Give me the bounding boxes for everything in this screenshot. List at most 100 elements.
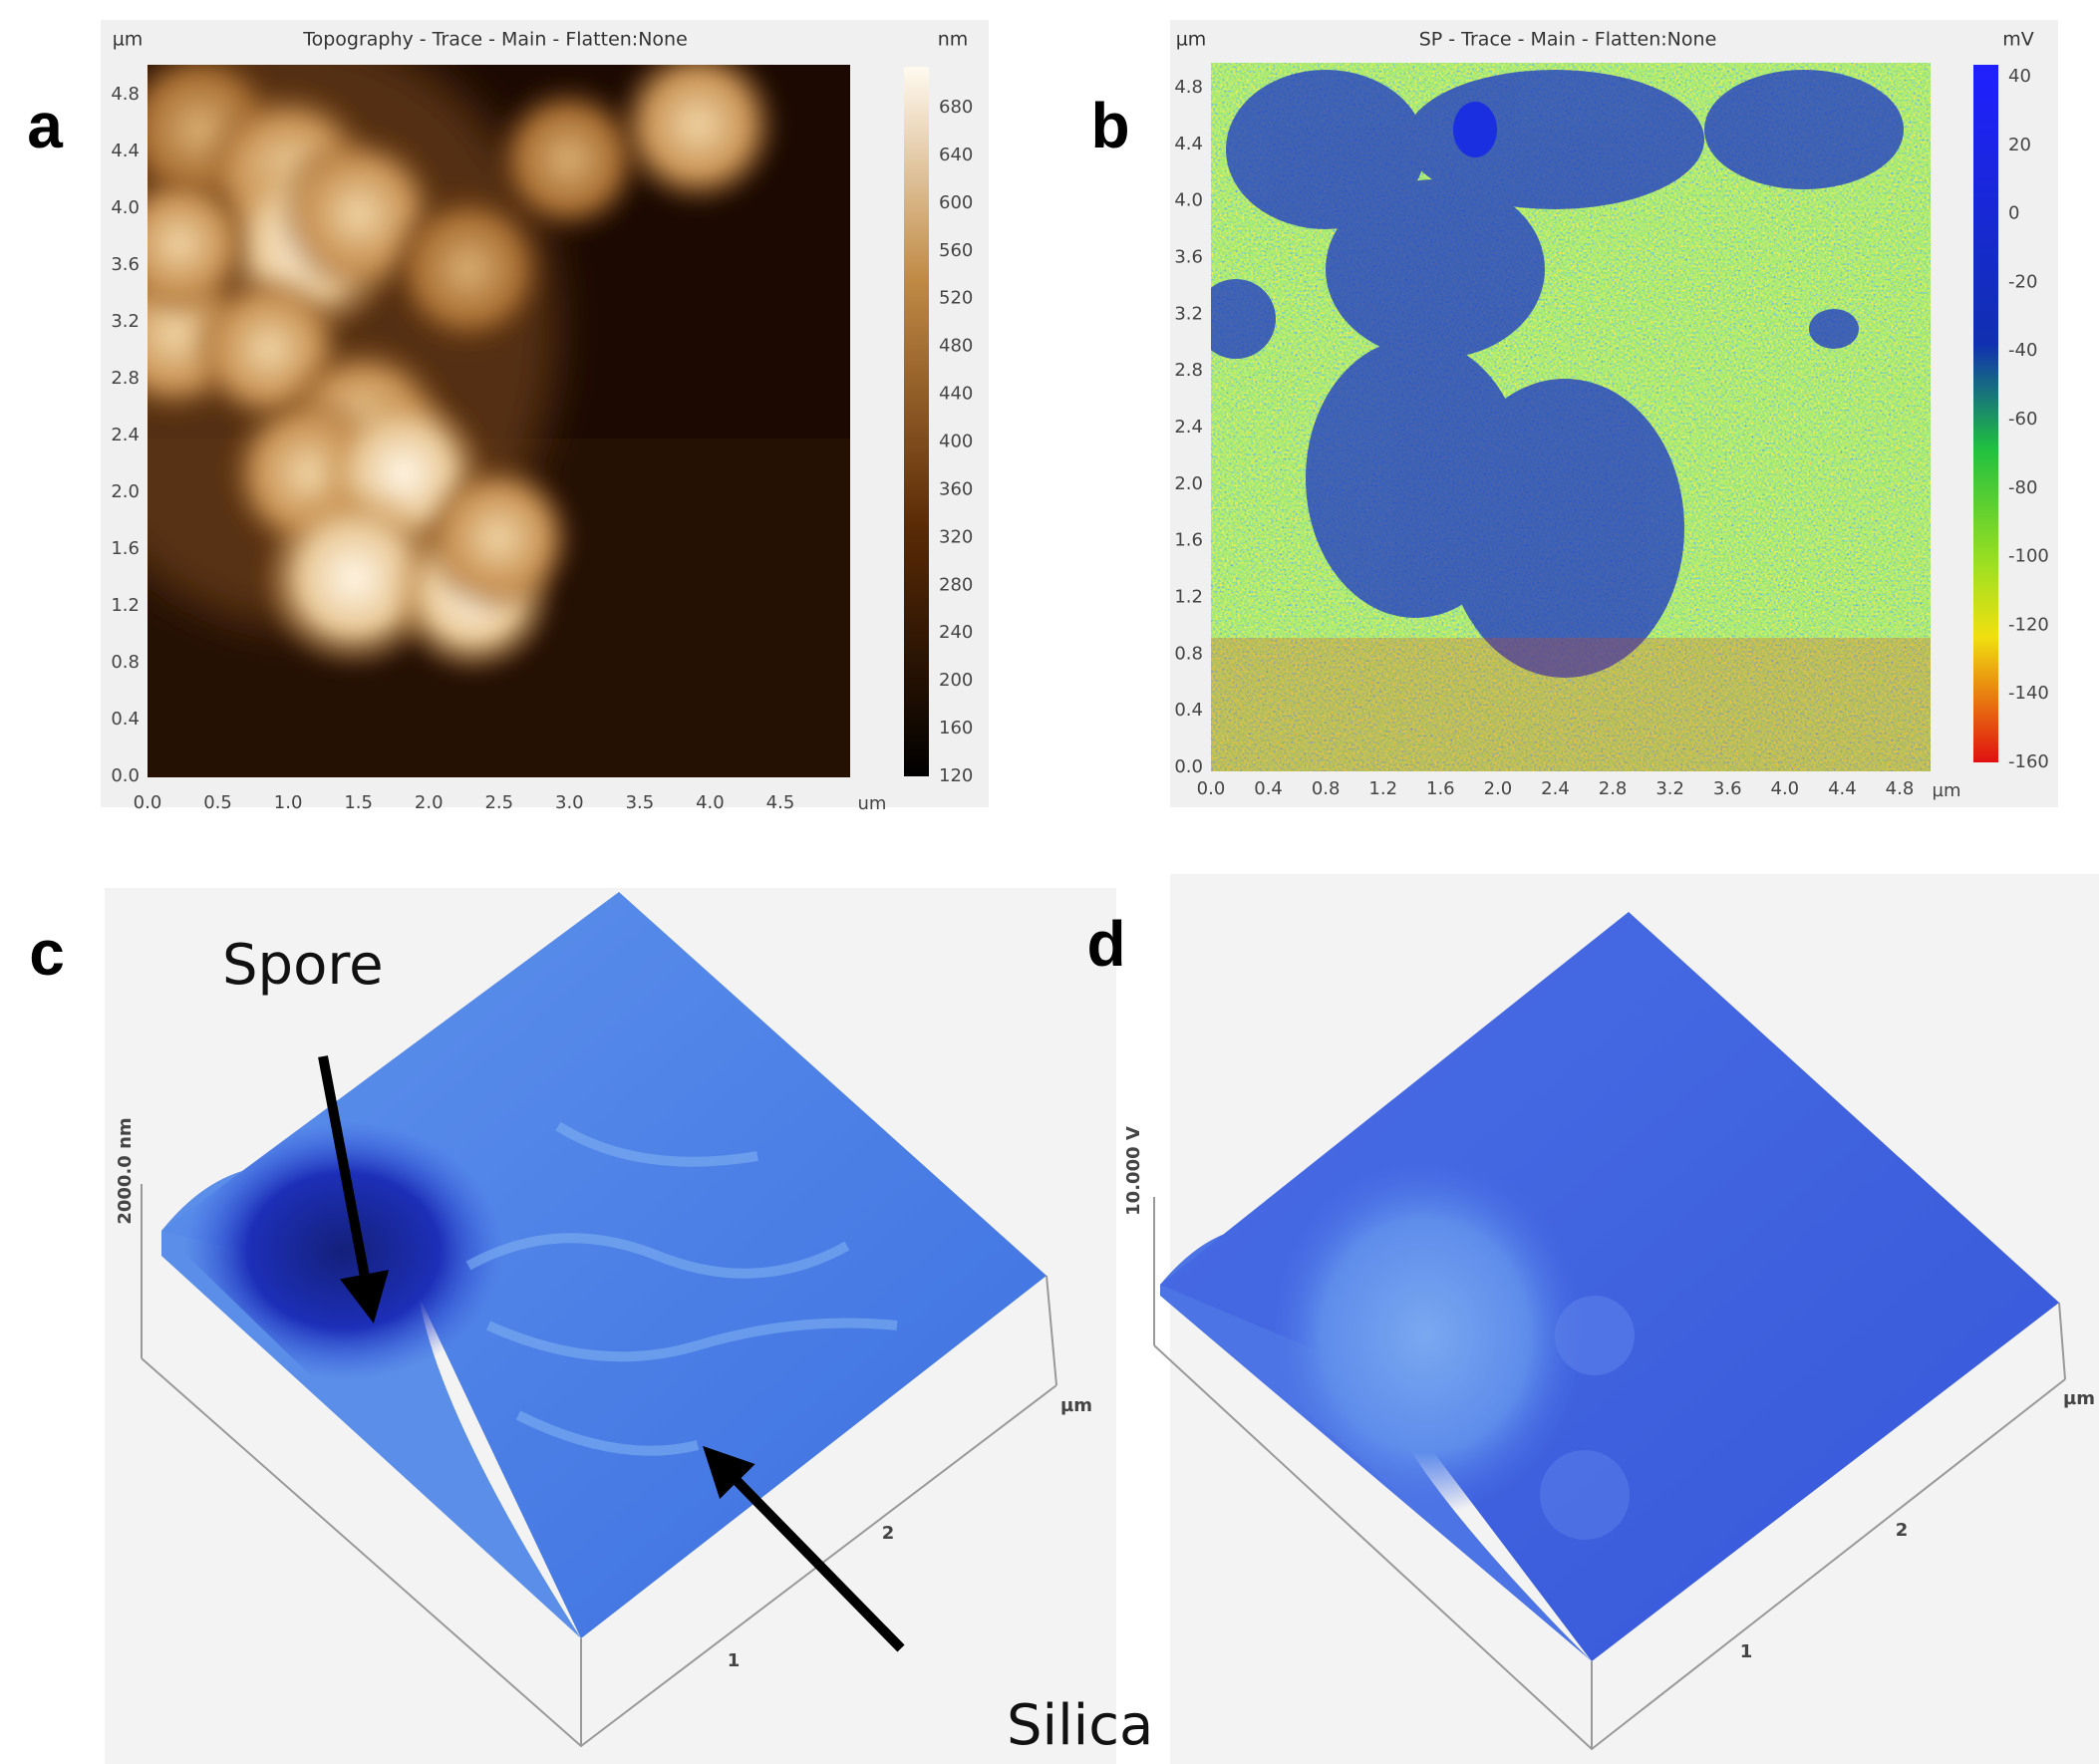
y-tick-label: 3.6 [111,254,140,275]
colorbar-unit: nm [938,29,969,51]
colorbar-tick-label: 160 [939,718,973,738]
y-tick-label: 2.4 [1174,417,1203,438]
y-tick-label: 1.6 [1174,530,1203,551]
x-tick-label: 0.0 [1197,778,1226,799]
x-tick-label: 1.6 [1426,778,1455,799]
y-tick-label: 4.4 [1174,134,1203,154]
colorbar-unit: mV [2002,29,2034,51]
panel-d [1153,874,2099,1764]
axes-3d [1153,1197,2066,1751]
x-unit: µm [1933,780,1961,801]
x-tick-label: 0.4 [1254,778,1283,799]
x-tick-label: 4.4 [1828,778,1857,799]
y-tick-label: 2.8 [111,368,140,389]
colorbar-tick-label: 600 [939,192,973,213]
x-tick-label: 0.5 [203,792,232,813]
y-tick-label: 4.4 [111,141,140,161]
surface [161,892,1047,1638]
x-tick-label: 3.5 [626,792,655,813]
y-tick-label: 3.2 [1174,303,1203,324]
x-tick-label: 3.2 [1655,778,1684,799]
y-tick-label: 0.0 [1174,756,1203,777]
y-tick-label: 2.8 [1174,360,1203,381]
colorbar [904,67,929,776]
z-axis-label: 2000.0 nm [115,1117,136,1224]
colorbar [1973,65,1998,762]
annotation: Spore [222,933,384,998]
x-tick-label: 4.0 [696,792,725,813]
x-tick-label: 0.0 [134,792,162,813]
panel-a [101,20,989,807]
topography-image [148,65,850,777]
panel-b [1170,20,2058,807]
x-tick-label: 3.6 [1713,778,1742,799]
axis-tick-label: 2 [1896,1520,1909,1541]
y-tick-label: 1.2 [1174,587,1203,608]
x-tick-label: 2.0 [415,792,444,813]
colorbar-tick-label: -80 [2008,477,2037,498]
colorbar-tick-label: 200 [939,670,973,691]
y-tick-label: 4.0 [111,197,140,218]
image-title: Topography - Trace - Main - Flatten:None [302,29,688,51]
arrow [703,1445,905,1652]
y-tick-label: 2.4 [111,425,140,445]
x-tick-label: 1.5 [344,792,373,813]
x-tick-label: 2.4 [1541,778,1570,799]
colorbar-tick-label: 560 [939,240,973,261]
y-tick-label: 4.0 [1174,190,1203,211]
colorbar-tick-label: -120 [2008,614,2049,635]
colorbar-tick-label: 20 [2008,135,2031,155]
x-tick-label: 2.0 [1484,778,1513,799]
y-tick-label: 4.8 [1174,77,1203,98]
colorbar-tick-label: 440 [939,384,973,405]
colorbar-tick-label: 640 [939,145,973,165]
colorbar-tick-label: 120 [939,765,973,786]
surface [1160,912,2059,1661]
axis-tick-label: 1 [728,1650,741,1671]
x-tick-label: 4.5 [766,792,795,813]
colorbar-tick-label: 320 [939,526,973,547]
colorbar-tick-label: -60 [2008,409,2037,430]
x-tick-label: 3.0 [555,792,584,813]
x-tick-label: 1.2 [1368,778,1397,799]
colorbar-tick-label: 0 [2008,203,2019,224]
colorbar-tick-label: 400 [939,432,973,452]
axis-tick-label: 1 [1740,1641,1753,1662]
panel-c [105,888,1116,1764]
colorbar-tick-label: 280 [939,574,973,595]
z-axis-label: 10.000 V [1123,1126,1144,1216]
y-tick-label: 0.4 [1174,700,1203,721]
colorbar-tick-label: 520 [939,288,973,309]
panel-label: c [29,917,65,989]
annotation: Silica [1007,1693,1153,1758]
x-tick-label: 4.8 [1886,778,1915,799]
x-tick-label: 0.8 [1312,778,1341,799]
axis-unit: µm [2063,1388,2095,1409]
y-tick-label: 0.8 [1174,643,1203,664]
axes-3d [141,1184,1057,1748]
colorbar-tick-label: -140 [2008,683,2049,704]
y-unit: µm [113,29,144,51]
colorbar-tick-label: -40 [2008,340,2037,361]
x-unit: um [858,793,887,814]
potential-image [1211,63,1931,771]
colorbar-tick-label: -100 [2008,546,2049,567]
image-title: SP - Trace - Main - Flatten:None [1419,29,1717,51]
x-tick-label: 4.0 [1771,778,1800,799]
y-tick-label: 1.6 [111,538,140,559]
panel-label: b [1090,90,1129,161]
colorbar-tick-label: -160 [2008,751,2049,772]
axis-unit: µm [1060,1395,1092,1416]
y-tick-label: 3.6 [1174,247,1203,268]
colorbar-tick-label: 40 [2008,66,2031,87]
panel-label: a [27,90,63,161]
axis-tick-label: 2 [882,1523,895,1544]
y-tick-label: 2.0 [111,481,140,502]
y-tick-label: 3.2 [111,311,140,332]
x-tick-label: 2.5 [484,792,513,813]
silica-texture [465,1121,898,1456]
colorbar-tick-label: 680 [939,97,973,118]
colorbar-tick-label: 480 [939,336,973,357]
